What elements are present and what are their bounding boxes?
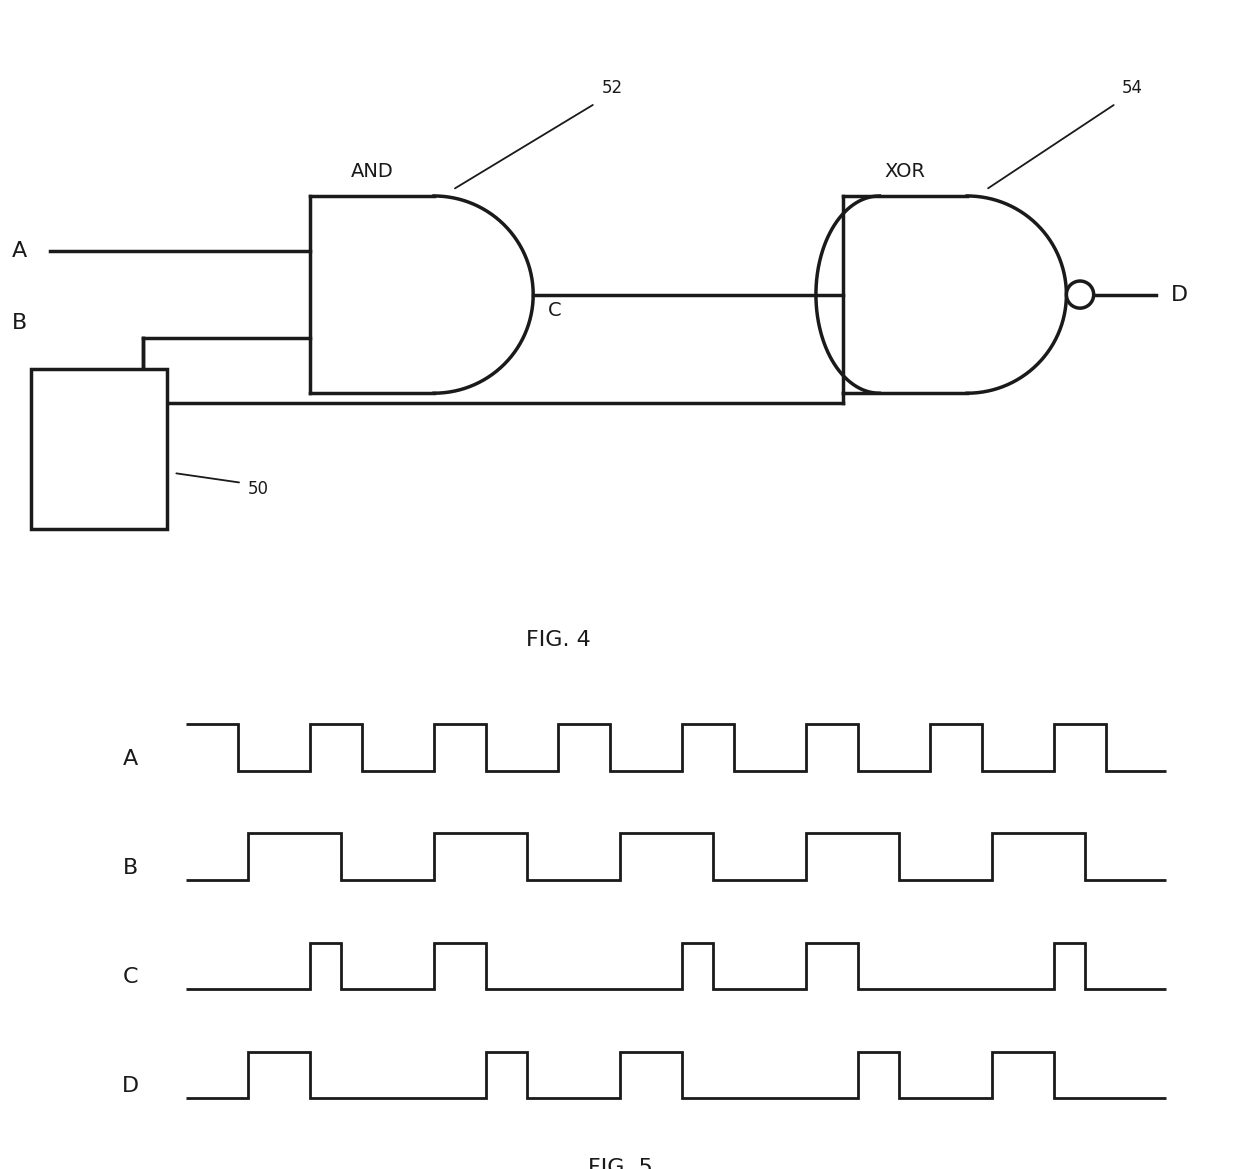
Text: D: D (122, 1077, 139, 1097)
Text: B: B (123, 858, 138, 878)
Text: A: A (123, 749, 138, 769)
Text: FIG. 4: FIG. 4 (526, 630, 590, 650)
Text: C: C (548, 300, 562, 320)
Text: 52: 52 (601, 79, 622, 97)
Text: C: C (123, 968, 138, 988)
Text: B: B (12, 313, 27, 333)
Text: D: D (1171, 284, 1188, 305)
Circle shape (1066, 281, 1094, 309)
Bar (31, 368, 167, 530)
Text: 50: 50 (248, 480, 269, 498)
Text: FIG. 5: FIG. 5 (588, 1158, 652, 1169)
Text: 54: 54 (1122, 79, 1143, 97)
Text: A: A (12, 241, 27, 261)
Text: XOR: XOR (884, 162, 926, 181)
Text: AND: AND (351, 162, 393, 181)
